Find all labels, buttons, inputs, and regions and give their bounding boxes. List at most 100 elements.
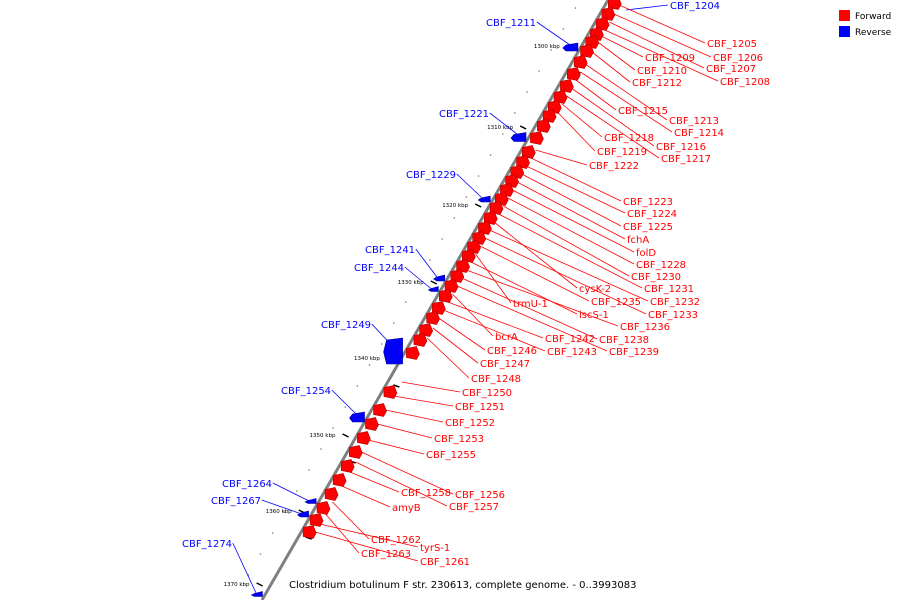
forward-leader-line	[377, 423, 433, 439]
forward-leader-line	[461, 277, 598, 340]
forward-leader-line	[319, 523, 419, 548]
reverse-gene-feature	[477, 195, 491, 203]
kbp-label: 1340 kbp	[354, 356, 380, 362]
gene-label-cbf-1208: CBF_1208	[720, 77, 770, 88]
forward-leader-line	[452, 293, 494, 337]
forward-gene-feature	[340, 459, 355, 473]
gene-label-cbf-1230: CBF_1230	[631, 272, 681, 283]
forward-gene-feature	[302, 525, 317, 539]
forward-leader-line	[466, 269, 619, 327]
forward-leader-line	[315, 531, 419, 562]
kbp-tick	[256, 582, 263, 587]
reverse-leader-line	[489, 112, 520, 137]
forward-leader-line	[516, 181, 626, 240]
gene-label-cbf-1247: CBF_1247	[480, 359, 530, 370]
forward-leader-line	[584, 63, 668, 121]
forward-leader-line	[535, 149, 588, 166]
forward-leader-line	[426, 337, 470, 379]
scale-dot	[368, 364, 371, 366]
forward-leader-line	[571, 87, 655, 147]
gene-label-fold: folD	[636, 248, 656, 259]
forward-gene-feature	[607, 0, 622, 10]
gene-label-cbf-1232: CBF_1232	[650, 297, 700, 308]
forward-gene-feature	[601, 7, 616, 21]
gene-label-cbf-1212: CBF_1212	[632, 78, 682, 89]
legend-reverse-swatch	[839, 26, 850, 37]
forward-gene-feature	[560, 79, 574, 93]
gene-label-tyrs-1: tyrS-1	[420, 543, 450, 554]
gene-label-cbf-1222: CBF_1222	[589, 161, 639, 172]
gene-label-cbf-1218: CBF_1218	[604, 133, 654, 144]
gene-label-cbf-1231: CBF_1231	[644, 284, 694, 295]
reverse-gene-feature	[349, 411, 365, 423]
legend-forward-swatch	[839, 10, 850, 21]
gene-label-cbf-1219: CBF_1219	[597, 147, 647, 158]
reverse-leader-line	[456, 173, 484, 200]
gene-label-cbf-1235: CBF_1235	[591, 297, 641, 308]
scale-dot	[392, 322, 395, 324]
gene-label-cbf-1243: CBF_1243	[547, 347, 597, 358]
forward-gene-feature	[573, 55, 588, 69]
forward-gene-feature	[432, 301, 446, 315]
forward-leader-line	[575, 79, 617, 111]
kbp-tick	[430, 280, 438, 285]
gene-label-cbf-1223: CBF_1223	[623, 197, 673, 208]
gene-label-cbf-1261: CBF_1261	[420, 557, 470, 568]
gene-label-cbf-1253: CBF_1253	[434, 434, 484, 445]
genome-backbone	[260, 0, 610, 600]
scale-dot	[441, 238, 443, 240]
legend-reverse-label: Reverse	[855, 28, 892, 38]
kbp-tick	[393, 384, 400, 388]
forward-gene-feature	[553, 90, 568, 104]
forward-leader-line	[325, 513, 360, 554]
gene-label-cbf-1244: CBF_1244	[354, 263, 404, 274]
scale-dot	[405, 301, 407, 303]
forward-gene-feature	[462, 249, 476, 263]
gene-label-cbf-1250: CBF_1250	[462, 388, 512, 399]
gene-label-cbf-1255: CBF_1255	[426, 450, 476, 461]
forward-gene-feature	[522, 145, 536, 159]
forward-leader-line	[393, 395, 454, 407]
forward-gene-feature	[450, 269, 465, 283]
gene-label-cbf-1228: CBF_1228	[636, 260, 686, 271]
gene-label-cbf-1251: CBF_1251	[455, 402, 505, 413]
legend-forward-label: Forward	[855, 12, 891, 22]
kbp-label: 1350 kbp	[310, 433, 336, 439]
gene-label-cbf-1209: CBF_1209	[645, 53, 695, 64]
reverse-leader-line	[272, 482, 310, 502]
forward-gene-feature	[309, 513, 324, 527]
forward-gene-feature	[349, 445, 363, 459]
scale-dot	[344, 406, 347, 408]
forward-gene-feature	[426, 311, 440, 325]
forward-gene-feature	[537, 119, 551, 133]
forward-leader-line	[475, 253, 512, 304]
forward-leader-line	[580, 71, 673, 133]
reverse-leader-line	[626, 4, 669, 11]
kbp-label: 1330 kbp	[398, 280, 424, 286]
forward-leader-line	[618, 4, 706, 44]
forward-gene-feature	[365, 417, 379, 431]
forward-gene-feature	[419, 323, 434, 337]
forward-leader-line	[498, 213, 643, 289]
scale-dot	[514, 112, 516, 114]
gene-label-cbf-1204: CBF_1204	[670, 1, 720, 12]
scale-dots	[247, 7, 577, 576]
gene-label-iscs-1: iscS-1	[579, 310, 609, 321]
forward-gene-feature	[373, 403, 387, 417]
gene-label-cbf-1262: CBF_1262	[371, 535, 421, 546]
forward-leader-line	[484, 237, 647, 315]
gene-label-cbf-1249: CBF_1249	[321, 320, 371, 331]
gene-labels: CBF_1204 CBF_1211 CBF_1221 CBF_1229 CBF_1241…	[182, 1, 770, 568]
genome-caption: Clostridium botulinum F str. 230613, com…	[289, 580, 636, 591]
gene-label-cbf-1267: CBF_1267	[211, 496, 261, 507]
forward-gene-feature	[357, 431, 371, 445]
forward-gene-feature	[542, 109, 557, 123]
gene-label-cbf-1263: CBF_1263	[361, 549, 411, 560]
legend: Forward Reverse	[839, 10, 892, 38]
forward-leader-line	[447, 301, 544, 339]
gene-label-cbf-1239: CBF_1239	[609, 347, 659, 358]
label-leaders	[232, 4, 719, 594]
gene-features	[250, 0, 622, 597]
scale-dot	[489, 154, 492, 156]
gene-label-cbf-1213: CBF_1213	[669, 116, 719, 127]
